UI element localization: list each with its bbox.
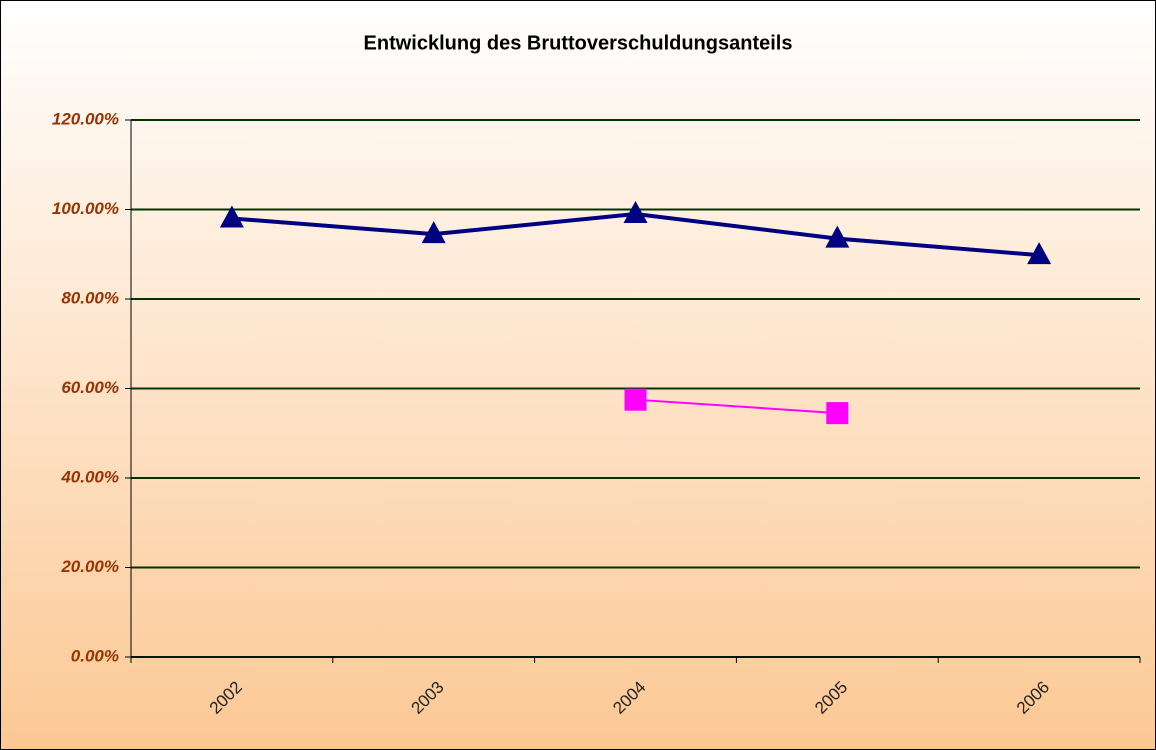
marker [1027, 242, 1052, 265]
y-tick-label: 0.00% [71, 646, 119, 665]
marker [623, 200, 648, 223]
y-tick-label: 60.00% [61, 378, 119, 397]
marker [825, 225, 850, 248]
marker [219, 205, 244, 228]
y-tick-label: 40.00% [60, 467, 119, 486]
y-tick-label: 100.00% [52, 199, 119, 218]
marker [421, 221, 446, 244]
chart-title: Entwicklung des Bruttoverschuldungsantei… [364, 32, 793, 54]
y-tick-label: 20.00% [60, 557, 119, 576]
marker [624, 388, 647, 411]
y-tick-label: 120.00% [52, 109, 119, 128]
marker [826, 402, 849, 425]
series-line [635, 398, 838, 415]
y-tick-label: 80.00% [61, 288, 119, 307]
